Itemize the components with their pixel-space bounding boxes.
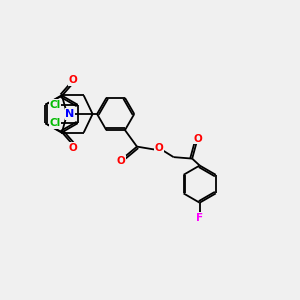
Text: O: O <box>154 143 163 153</box>
Text: N: N <box>65 109 75 119</box>
Text: O: O <box>194 134 203 143</box>
Text: Cl: Cl <box>50 118 61 128</box>
Text: O: O <box>116 156 125 166</box>
Text: Cl: Cl <box>50 100 61 110</box>
Text: O: O <box>69 75 77 85</box>
Text: F: F <box>196 213 203 223</box>
Text: O: O <box>69 143 77 153</box>
